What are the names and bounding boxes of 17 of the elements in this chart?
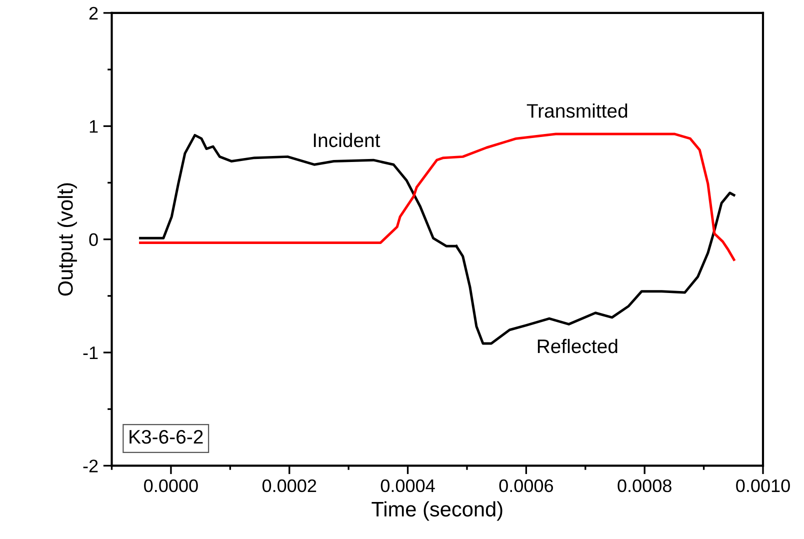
x-axis-title: Time (second) (372, 501, 502, 521)
y-tick-label: -2 (83, 460, 98, 472)
series-label: Transmitted (526, 103, 628, 118)
annotation: K3-6-6-2 (130, 430, 203, 444)
y-axis-title: Output (volt) (58, 183, 77, 296)
x-tick-label: 0.0000 (144, 479, 198, 492)
series-label: Incident (314, 132, 380, 148)
y-tick-label: 2 (89, 6, 98, 20)
x-tick-label: 0.0006 (499, 479, 554, 492)
y-tick-label: -1 (83, 346, 98, 360)
x-tick-label: 0.0002 (262, 479, 316, 492)
x-tick-label: 0.0010 (736, 479, 790, 492)
series-label: Reflected (538, 338, 618, 354)
x-tick-label: 0.0004 (380, 479, 435, 492)
y-tick-label: 0 (89, 233, 98, 246)
y-tick-label: 1 (90, 120, 98, 133)
x-tick-label: 0.0008 (618, 479, 672, 492)
